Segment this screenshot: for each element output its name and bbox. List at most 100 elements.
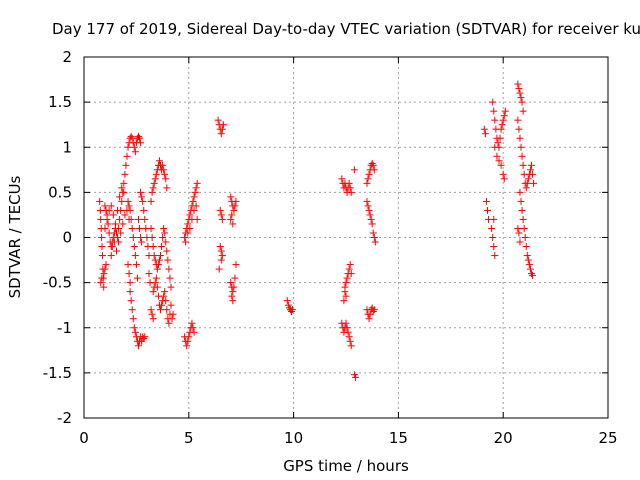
data-point	[365, 315, 373, 323]
data-point	[127, 132, 135, 140]
data-point	[154, 261, 162, 269]
data-point	[134, 132, 142, 140]
data-point	[289, 306, 297, 314]
data-point	[368, 159, 376, 167]
data-point	[483, 206, 491, 214]
data-point	[141, 215, 149, 223]
data-point	[523, 179, 531, 187]
data-point	[517, 94, 525, 102]
data-point	[100, 283, 108, 291]
data-point	[529, 170, 537, 178]
data-point	[489, 234, 497, 241]
data-point	[112, 247, 120, 255]
data-point	[124, 143, 132, 151]
data-point	[188, 319, 196, 327]
data-point	[370, 166, 378, 174]
data-point	[500, 175, 508, 183]
data-point	[526, 265, 534, 273]
data-point	[491, 143, 499, 151]
data-point	[160, 166, 168, 174]
data-point	[98, 243, 106, 251]
data-point	[155, 157, 163, 165]
data-point	[186, 224, 194, 232]
data-point	[229, 297, 237, 305]
data-point	[351, 373, 359, 381]
data-point	[514, 80, 522, 88]
data-point	[516, 89, 524, 97]
data-point	[148, 310, 156, 318]
data-point	[162, 238, 170, 246]
data-point	[500, 112, 508, 120]
data-point	[519, 107, 527, 115]
data-point	[158, 301, 166, 309]
data-point	[101, 224, 109, 232]
data-point	[343, 274, 351, 282]
data-point	[190, 206, 198, 214]
data-point	[215, 265, 223, 273]
data-point	[125, 202, 133, 210]
data-point	[193, 179, 201, 187]
data-point	[217, 130, 225, 138]
data-point	[141, 333, 149, 341]
data-point	[161, 170, 169, 178]
data-point	[231, 274, 239, 282]
data-point	[109, 211, 117, 219]
data-point	[149, 184, 157, 192]
data-point	[131, 328, 139, 336]
data-point	[150, 252, 158, 260]
data-point	[229, 288, 237, 296]
data-point	[148, 234, 156, 241]
data-point	[218, 215, 226, 223]
data-point	[157, 306, 165, 314]
data-point	[232, 197, 240, 205]
data-point	[499, 170, 507, 178]
data-point	[228, 292, 236, 300]
data-point	[189, 324, 197, 332]
data-point	[519, 215, 527, 223]
data-point	[162, 175, 170, 183]
data-point	[149, 243, 157, 251]
y-tick-label: -2	[57, 409, 72, 427]
data-point	[288, 308, 296, 316]
data-point	[120, 179, 128, 187]
data-point	[370, 306, 378, 314]
data-point	[344, 328, 352, 336]
x-tick-label: 5	[184, 429, 194, 447]
data-point	[496, 134, 504, 142]
data-point	[138, 238, 146, 246]
data-point	[228, 211, 236, 219]
data-point	[345, 179, 353, 187]
data-point	[149, 288, 157, 296]
data-point	[192, 202, 200, 210]
data-point	[147, 306, 155, 314]
data-point	[102, 261, 110, 269]
data-point	[136, 224, 144, 232]
data-point	[118, 184, 126, 192]
chart-title: Day 177 of 2019, Sidereal Day-to-day VTE…	[52, 20, 640, 38]
data-point	[160, 224, 168, 232]
data-point	[116, 215, 124, 223]
data-point	[227, 193, 235, 201]
data-point	[98, 234, 106, 241]
data-point	[346, 261, 354, 269]
data-point	[216, 243, 224, 251]
data-point	[159, 161, 167, 169]
data-point	[119, 220, 127, 228]
data-point	[124, 261, 132, 269]
data-point	[489, 98, 497, 106]
data-point	[515, 229, 523, 237]
data-point	[162, 297, 170, 305]
data-point	[160, 292, 168, 300]
data-point	[163, 306, 171, 314]
data-point	[168, 315, 176, 323]
data-point	[488, 224, 496, 232]
data-point	[231, 202, 239, 210]
data-point	[230, 283, 238, 291]
data-point	[150, 179, 158, 187]
data-point	[161, 288, 169, 296]
data-point	[346, 184, 354, 192]
x-tick-labels: 0 5 10 15 20 25	[79, 429, 617, 447]
data-point	[521, 234, 529, 241]
data-point	[367, 215, 375, 223]
